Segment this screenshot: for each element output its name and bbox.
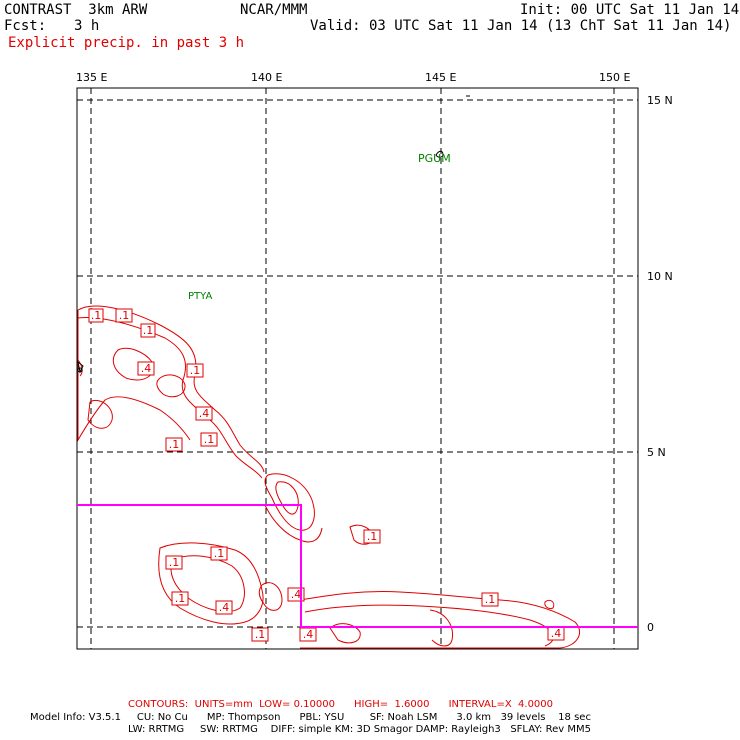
contour-label: .1 — [481, 592, 499, 607]
contour-label: .1 — [115, 308, 133, 323]
svg-text:.4: .4 — [199, 407, 210, 420]
contour-label: .4 — [299, 627, 317, 642]
contour-labels: .1 .1 .1 .4 .1 .4 .1 .1 .1 .1 .1 .1 .4 .… — [88, 308, 565, 642]
svg-text:.4: .4 — [219, 601, 230, 614]
fcst-label: Fcst: — [4, 18, 47, 34]
contour-label: .1 — [165, 555, 183, 570]
model-name: CONTRAST 3km ARW — [4, 2, 148, 18]
contour-label: .4 — [195, 406, 213, 421]
svg-text:.4: .4 — [303, 628, 314, 641]
svg-text:.1: .1 — [143, 324, 154, 337]
contour-label: .1 — [165, 437, 183, 452]
lat-label-0: 0 — [647, 621, 654, 634]
svg-text:.1: .1 — [119, 309, 130, 322]
nested-domain-box — [77, 504, 638, 628]
svg-text:.1: .1 — [367, 530, 378, 543]
lon-label-150: 150 E — [599, 71, 630, 84]
model-info-line-1: Model Info: V3.5.1 CU: No Cu MP: Thompso… — [30, 712, 591, 723]
svg-text:.1: .1 — [190, 364, 201, 377]
svg-text:.4: .4 — [291, 588, 302, 601]
contour-info: CONTOURS: UNITS=mm LOW= 0.10000 HIGH= 1.… — [128, 699, 554, 710]
contour-label: .1 — [210, 546, 228, 561]
lon-label-145: 145 E — [425, 71, 456, 84]
contour-label: .1 — [200, 432, 218, 447]
contour-label: .1 — [171, 591, 189, 606]
svg-text:.1: .1 — [255, 628, 266, 641]
lat-label-15n: 15 N — [647, 94, 673, 107]
svg-text:.4: .4 — [141, 362, 152, 375]
station-ptya: PTYA — [188, 291, 212, 302]
init-time: Init: 00 UTC Sat 11 Jan 14 — [520, 2, 740, 18]
contour-label: .4 — [547, 626, 565, 641]
fcst-value: 3 h — [74, 18, 100, 34]
svg-text:.1: .1 — [91, 309, 102, 322]
lon-label-140: 140 E — [251, 71, 282, 84]
contour-label: .1 — [363, 529, 381, 544]
svg-text:.4: .4 — [551, 627, 562, 640]
field-title: Explicit precip. in past 3 h — [8, 35, 245, 51]
lat-label-10n: 10 N — [647, 270, 673, 283]
contour-label: .4 — [137, 361, 155, 376]
contour-label: .1 — [140, 323, 156, 338]
contour-label: .4 — [215, 600, 233, 615]
grid-lines — [77, 88, 638, 649]
island-outlines — [77, 95, 470, 374]
svg-text:.1: .1 — [175, 592, 186, 605]
svg-text:.1: .1 — [485, 593, 496, 606]
precip-contours — [77, 305, 580, 649]
svg-text:.1: .1 — [214, 547, 225, 560]
model-info-line-2: LW: RRTMG SW: RRTMG DIFF: simple KM: 3D … — [128, 724, 591, 735]
svg-text:.1: .1 — [169, 438, 180, 451]
contour-label: .1 — [251, 627, 269, 642]
svg-text:.1: .1 — [204, 433, 215, 446]
valid-time: Valid: 03 UTC Sat 11 Jan 14 (13 ChT Sat … — [310, 18, 732, 34]
lat-label-5n: 5 N — [647, 446, 666, 459]
contour-label: .1 — [186, 363, 204, 378]
station-pgum: PGUM — [418, 152, 451, 165]
org-name: NCAR/MMM — [240, 2, 308, 18]
lon-label-135: 135 E — [76, 71, 107, 84]
contour-label: .1 — [88, 308, 104, 323]
map-frame — [76, 87, 639, 650]
svg-text:.1: .1 — [169, 556, 180, 569]
